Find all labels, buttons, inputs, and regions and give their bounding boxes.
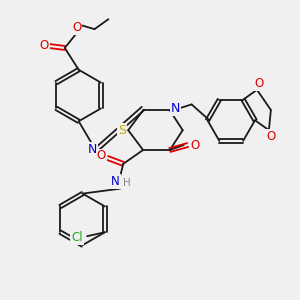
Text: N: N xyxy=(171,102,180,115)
Text: O: O xyxy=(97,149,106,162)
Text: H: H xyxy=(123,178,131,188)
Text: N: N xyxy=(88,142,97,155)
Text: O: O xyxy=(266,130,275,142)
Text: O: O xyxy=(254,77,264,90)
Text: O: O xyxy=(190,139,199,152)
Text: O: O xyxy=(72,21,81,34)
Text: N: N xyxy=(111,175,120,188)
Text: O: O xyxy=(39,40,49,52)
Text: S: S xyxy=(118,124,126,137)
Text: Cl: Cl xyxy=(71,231,83,244)
